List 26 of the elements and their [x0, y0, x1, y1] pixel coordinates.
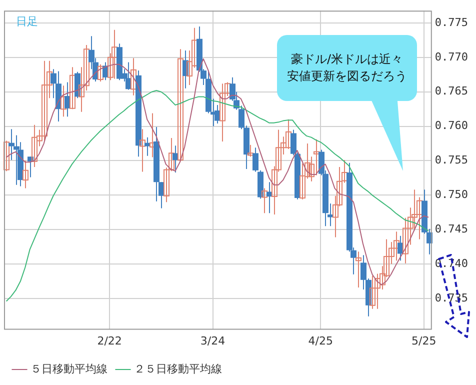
candlestick [70, 66, 76, 110]
speech-bubble: 豪ドル/米ドルは近々安値更新を図るだろう [277, 35, 417, 171]
candlestick [140, 128, 146, 172]
candlestick [248, 144, 254, 158]
y-tick-label: 0.760 [434, 119, 468, 132]
annotation: 豪ドル/米ドルは近々安値更新を図るだろう [277, 35, 417, 101]
candlestick [98, 64, 104, 82]
legend-label: ２５日移動平均線 [134, 362, 222, 376]
x-tick-label: 4/25 [308, 334, 333, 348]
candlestick [262, 188, 268, 214]
candlestick [60, 85, 66, 118]
legend-label: ５日移動平均線 [30, 362, 108, 376]
candlestick [4, 140, 10, 172]
y-tick-label: 0.775 [434, 16, 468, 29]
candlestick [178, 48, 184, 162]
annotation: 日足 [16, 14, 38, 28]
x-tick-label: 3/24 [200, 334, 226, 348]
y-tick-label: 0.765 [434, 84, 468, 98]
x-tick-label: 5/25 [412, 334, 436, 348]
candlestick [22, 160, 28, 189]
x-tick-label: 2/22 [97, 334, 122, 348]
candlestick [356, 251, 362, 288]
y-tick-label: 0.755 [434, 154, 468, 167]
y-tick-label: 0.770 [434, 50, 468, 64]
y-tick-label: 0.745 [434, 222, 468, 236]
y-tick-label: 0.750 [434, 188, 468, 202]
